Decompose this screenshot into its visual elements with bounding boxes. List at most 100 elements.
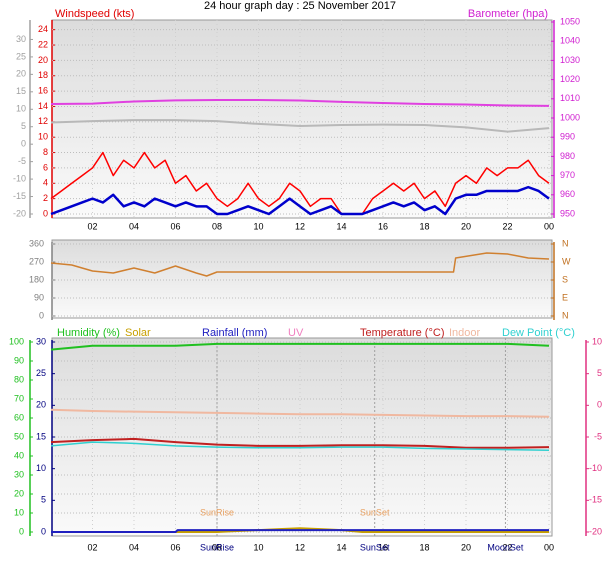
x-tick-label: 20 — [461, 221, 471, 231]
y-tick-label: 10 — [38, 132, 48, 142]
chart-title: 24 hour graph day : 25 November 2017 — [204, 0, 396, 12]
y-tick-label: E — [562, 292, 568, 302]
x-tick-label: 04 — [129, 542, 139, 552]
y-tick-label: 180 — [29, 274, 44, 284]
y-tick-label: 1000 — [560, 112, 580, 122]
x-tick-label: 06 — [170, 542, 180, 552]
y-tick-label: 1020 — [560, 74, 580, 84]
x-tick-label: 04 — [129, 221, 139, 231]
y-tick-label: 90 — [34, 292, 44, 302]
y-tick-label: -5 — [594, 431, 602, 441]
x-tick-label: 08 — [212, 542, 222, 552]
x-tick-label: 00 — [544, 221, 554, 231]
y-tick-label: 990 — [560, 132, 575, 142]
series-line — [50, 408, 550, 418]
x-tick-label: 14 — [336, 542, 346, 552]
y-tick-label: -15 — [13, 191, 26, 201]
x-tick-label: 02 — [87, 221, 97, 231]
marker-label: SunSet — [360, 542, 390, 552]
x-tick-label: 22 — [502, 221, 512, 231]
y-tick-label: 1050 — [560, 16, 580, 26]
series-line — [51, 529, 549, 533]
y-tick-label: 100 — [9, 336, 24, 346]
series-line — [50, 252, 550, 277]
y-tick-label: 50 — [14, 431, 24, 441]
y-tick-label: 980 — [560, 151, 575, 161]
y-tick-label: 10 — [16, 104, 26, 114]
y-tick-label: -15 — [589, 495, 602, 505]
y-tick-label: N — [562, 238, 569, 248]
y-tick-label: 6 — [43, 162, 48, 172]
y-tick-label: N — [562, 310, 569, 320]
y-tick-label: 1030 — [560, 55, 580, 65]
x-tick-label: 00 — [544, 542, 554, 552]
y-tick-label: 0 — [21, 139, 26, 149]
x-tick-label: 12 — [295, 221, 305, 231]
x-tick-label: 12 — [295, 542, 305, 552]
y-tick-label: 5 — [21, 121, 26, 131]
y-tick-label: 10 — [14, 507, 24, 517]
x-tick-label: 16 — [378, 221, 388, 231]
x-tick-label: 10 — [253, 542, 263, 552]
y-tick-label: 15 — [16, 86, 26, 96]
y-tick-label: 10 — [36, 463, 46, 473]
y-tick-label: -10 — [13, 173, 26, 183]
y-tick-label: 20 — [38, 55, 48, 65]
y-tick-label: 22 — [38, 39, 48, 49]
legend-entry: Indoor — [449, 327, 481, 339]
x-tick-label: 18 — [419, 221, 429, 231]
legend-entry: Humidity (%) — [57, 327, 120, 339]
series-line — [50, 342, 550, 351]
y-tick-label: 70 — [14, 393, 24, 403]
y-tick-label: 960 — [560, 189, 575, 199]
y-tick-label: W — [562, 256, 571, 266]
legend-entry: Dew Point (°C) — [502, 327, 575, 339]
marker-label: MoonSet — [487, 542, 524, 552]
annotation: SunRise — [200, 507, 234, 517]
legend-entry: Temperature (°C) — [360, 327, 444, 339]
y-tick-label: -20 — [13, 208, 26, 218]
x-tick-label: 22 — [502, 542, 512, 552]
y-tick-label: 270 — [29, 256, 44, 266]
y-tick-label: 18 — [38, 70, 48, 80]
series-line — [50, 437, 550, 449]
y-tick-label: 30 — [36, 336, 46, 346]
legend-entry: Solar — [125, 327, 151, 339]
y-tick-label: 15 — [36, 431, 46, 441]
y-tick-label: 360 — [29, 238, 44, 248]
x-tick-label: 14 — [336, 221, 346, 231]
y-tick-label: -20 — [589, 526, 602, 536]
y-tick-label: 0 — [597, 400, 602, 410]
y-tick-label: 25 — [36, 368, 46, 378]
y-tick-label: -5 — [18, 156, 26, 166]
legend-entry: UV — [288, 327, 304, 339]
y-tick-label: 0 — [43, 208, 48, 218]
x-tick-label: 06 — [170, 221, 180, 231]
series-line — [50, 151, 550, 215]
y-tick-label: 30 — [16, 34, 26, 44]
series-line — [50, 185, 550, 216]
plot-area — [51, 19, 553, 219]
y-tick-label: 10 — [592, 336, 602, 346]
x-tick-label: 20 — [461, 542, 471, 552]
y-tick-label: 2 — [43, 193, 48, 203]
y-tick-label: 20 — [16, 69, 26, 79]
y-tick-label: 80 — [14, 374, 24, 384]
plot-area — [51, 239, 553, 319]
x-tick-label: 02 — [87, 542, 97, 552]
y-tick-label: -10 — [589, 463, 602, 473]
axis-label: Windspeed (kts) — [55, 8, 134, 20]
y-tick-label: 1010 — [560, 93, 580, 103]
annotation: SunSet — [360, 507, 390, 517]
y-tick-label: 16 — [38, 85, 48, 95]
y-tick-label: 5 — [41, 495, 46, 505]
y-tick-label: 0 — [39, 310, 44, 320]
series-line — [50, 98, 550, 107]
x-tick-label: 08 — [212, 221, 222, 231]
y-tick-label: 5 — [597, 368, 602, 378]
y-tick-label: 30 — [14, 469, 24, 479]
y-tick-label: 4 — [43, 178, 48, 188]
axis-label: Barometer (hpa) — [468, 8, 548, 20]
y-tick-label: 0 — [41, 526, 46, 536]
